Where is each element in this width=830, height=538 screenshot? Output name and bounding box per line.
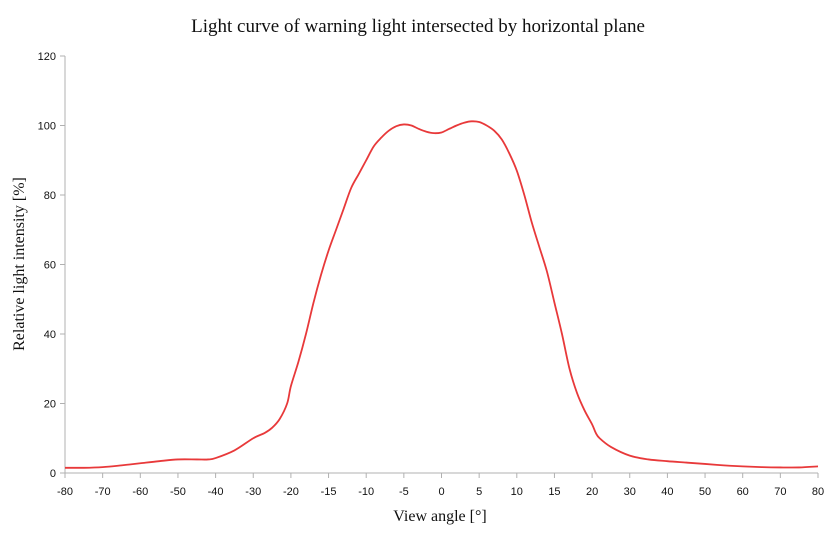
x-tick-label: 0	[438, 486, 444, 498]
y-axis-ticks: 0 20 40 60 80 100 120	[38, 51, 65, 480]
chart-title: Light curve of warning light intersected…	[191, 16, 645, 37]
y-tick-label: 40	[44, 329, 56, 341]
x-tick-label: -50	[170, 486, 186, 498]
x-tick-label: 50	[699, 486, 711, 498]
y-axis-title: Relative light intensity [%]	[11, 177, 28, 351]
x-tick-label: -80	[57, 486, 73, 498]
x-tick-label: 40	[661, 486, 673, 498]
x-tick-label: -20	[283, 486, 299, 498]
x-tick-label: -15	[321, 486, 337, 498]
x-tick-label: 10	[511, 486, 523, 498]
y-tick-label: 20	[44, 399, 56, 411]
x-tick-label: -60	[132, 486, 148, 498]
x-tick-label: -5	[399, 486, 409, 498]
x-tick-label: -10	[358, 486, 374, 498]
y-tick-label: 60	[44, 260, 56, 272]
x-tick-label: 80	[812, 486, 824, 498]
y-tick-label: 100	[38, 121, 56, 133]
x-tick-label: 5	[476, 486, 482, 498]
y-tick-label: 120	[38, 51, 56, 63]
x-axis-title: View angle [°]	[393, 508, 486, 525]
x-axis-ticks: -80 -70 -60 -50 -40 -30 -20 -15 -10 -5 0 5 10 15 20 30 4…	[57, 473, 824, 498]
y-tick-label: 0	[50, 468, 56, 480]
x-tick-label: -30	[245, 486, 261, 498]
x-tick-label: 70	[774, 486, 786, 498]
x-tick-label: 30	[624, 486, 636, 498]
x-tick-label: -70	[95, 486, 111, 498]
y-tick-label: 80	[44, 190, 56, 202]
x-tick-label: 60	[737, 486, 749, 498]
x-tick-label: -40	[208, 486, 224, 498]
series-line	[64, 120, 819, 469]
x-tick-label: 20	[586, 486, 598, 498]
x-tick-label: 15	[548, 486, 560, 498]
